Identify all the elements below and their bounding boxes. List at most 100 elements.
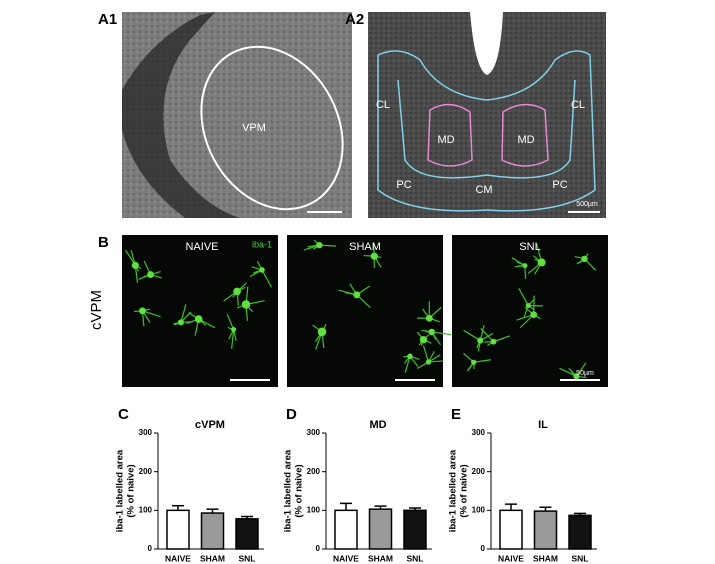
cell (139, 307, 146, 315)
cell (425, 359, 432, 365)
bar (166, 509, 190, 550)
cell-process (473, 359, 492, 363)
chart-title: MD (369, 419, 386, 431)
region-label: PC (396, 179, 411, 191)
row-label: cVPM (88, 290, 105, 330)
cell-process (463, 329, 481, 342)
cell (131, 261, 139, 269)
y-axis-label: (% of naive) (126, 464, 137, 517)
y-tick-label: 200 (472, 467, 486, 476)
cell (259, 267, 265, 273)
x-tick-label: NAIVE (333, 553, 359, 563)
y-axis-label: iba-1 labelled area (448, 449, 459, 532)
cell (353, 291, 361, 299)
x-tick-label: SNL (239, 553, 256, 563)
y-axis-label: iba-1 labelled area (115, 449, 126, 532)
y-tick-label: 0 (481, 544, 486, 553)
region-outline (200, 45, 344, 211)
cell (428, 328, 435, 336)
cell (231, 327, 237, 333)
x-tick-label: SNL (572, 553, 589, 563)
region-label: CL (376, 99, 390, 111)
cell-process (559, 367, 577, 377)
y-tick-label: 100 (472, 505, 486, 514)
panel-label: B (98, 234, 109, 251)
x-tick-label: SHAM (368, 553, 393, 563)
cell (525, 303, 531, 309)
panel-label: E (451, 406, 461, 423)
region-outline (427, 103, 473, 167)
cell-process (261, 269, 273, 288)
cell (177, 319, 184, 326)
cell (471, 359, 477, 365)
cell-process (518, 288, 529, 306)
panel-label: A1 (98, 11, 117, 28)
x-tick-label: SHAM (200, 553, 225, 563)
cell (490, 338, 497, 345)
y-tick-label: 300 (307, 428, 321, 437)
y-axis-label: iba-1 labelled area (283, 449, 294, 532)
cell (522, 263, 528, 269)
bar (403, 509, 427, 550)
x-tick-label: SHAM (533, 553, 558, 563)
cell (317, 327, 327, 337)
x-tick-label: SNL (407, 553, 424, 563)
bar (235, 518, 259, 550)
y-tick-label: 200 (139, 467, 153, 476)
cell (425, 314, 433, 322)
y-axis-label: (% of naive) (459, 464, 470, 517)
cell (316, 241, 323, 249)
scale-label: 50µm (576, 370, 594, 377)
region-outline (377, 50, 596, 212)
y-tick-label: 0 (316, 544, 321, 553)
region-label: MD (517, 134, 534, 146)
region-label: CM (475, 184, 492, 196)
cell (581, 255, 588, 263)
image-label: SHAM (349, 241, 381, 253)
image-label: NAIVE (185, 241, 218, 253)
region-label: CL (571, 99, 585, 111)
region-outline (397, 79, 576, 179)
x-tick-label: NAIVE (498, 553, 524, 563)
cell-process (180, 304, 187, 323)
cell (407, 353, 413, 360)
y-tick-label: 100 (139, 505, 153, 514)
y-tick-label: 300 (472, 428, 486, 437)
y-tick-label: 100 (307, 505, 321, 514)
cell-process (226, 314, 235, 330)
region-label: PC (552, 179, 567, 191)
micrograph-row: NAIVE SHAM SNL (122, 235, 608, 387)
fiber-bundle (122, 12, 240, 218)
x-tick-label: NAIVE (165, 553, 191, 563)
cell-process (231, 329, 235, 349)
y-axis-label: (% of naive) (294, 464, 305, 517)
chart-title: IL (538, 419, 548, 431)
scale-label: 500µm (576, 201, 598, 208)
panel-label: C (118, 406, 129, 423)
cell (233, 287, 241, 296)
cell (147, 271, 154, 278)
cell (530, 311, 538, 318)
cell-process (511, 257, 526, 267)
region-label: VPM (242, 122, 266, 134)
cell (419, 335, 428, 344)
region-label: MD (437, 134, 454, 146)
cell (370, 252, 378, 260)
cell (241, 300, 251, 309)
micrograph (287, 235, 443, 387)
cell-process (422, 345, 430, 363)
image-label: SNL (519, 241, 540, 253)
bar (368, 508, 393, 550)
cell (573, 373, 580, 380)
bar (568, 514, 592, 550)
chart-title: cVPM (195, 419, 225, 431)
bar (533, 510, 558, 550)
y-tick-label: 0 (148, 544, 153, 553)
panel-label: A2 (345, 11, 364, 28)
ventricle (470, 12, 503, 75)
y-tick-label: 200 (307, 467, 321, 476)
bar (200, 512, 225, 550)
cell-process (404, 356, 411, 373)
panel-label: D (286, 406, 297, 423)
